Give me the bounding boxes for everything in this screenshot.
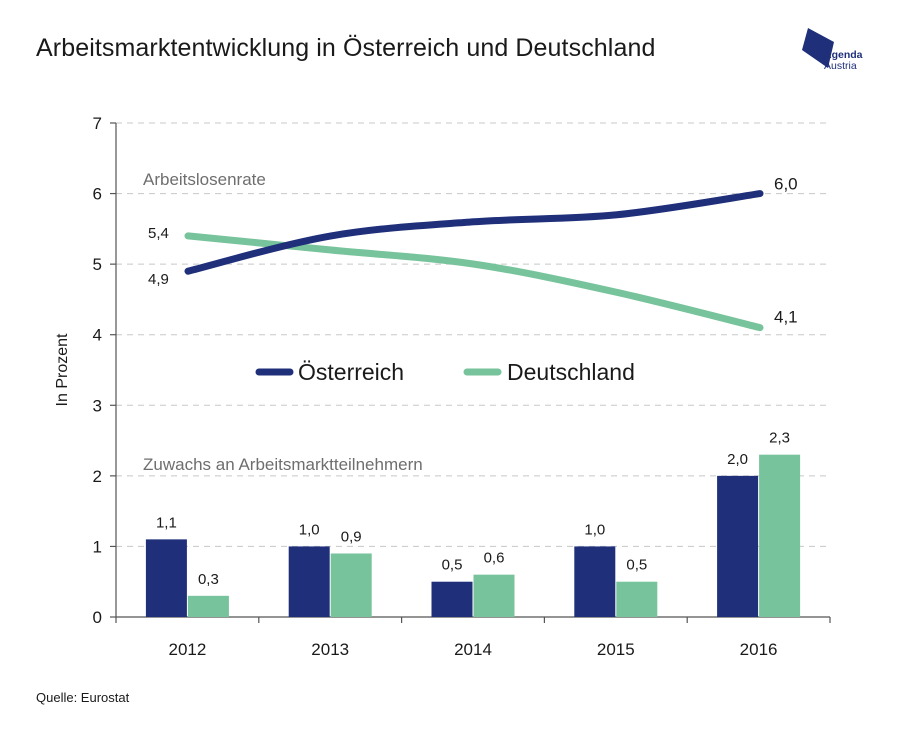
y-tick-label: 7 (93, 114, 102, 133)
line-start-label-oesterreich: 4,9 (148, 271, 169, 288)
legend-label-deutschland: Deutschland (507, 359, 635, 385)
bar-value-label: 1,1 (156, 514, 177, 531)
bar-panel-label: Zuwachs an Arbeitsmarktteilnehmern (143, 455, 423, 474)
axes: 0 1 2 3 4 5 6 7 2012 2013 2014 2015 2016 In Prozent (54, 114, 831, 659)
line-panel-label: Arbeitslosenrate (143, 170, 266, 189)
y-tick-label: 6 (93, 185, 102, 204)
bar-series (145, 454, 801, 617)
bar-deutschland (330, 553, 372, 617)
line-oesterreich (184, 190, 764, 275)
logo-mark-icon (802, 28, 834, 68)
y-tick-label: 0 (93, 608, 102, 627)
bar-deutschland (616, 581, 658, 617)
line-series (184, 190, 764, 332)
x-tick-label: 2015 (597, 640, 635, 659)
bar-oesterreich (717, 475, 759, 617)
chart-title: Arbeitsmarktentwicklung in Österreich un… (36, 34, 656, 62)
source-note: Quelle: Eurostat (36, 690, 130, 705)
line-end-label-oesterreich: 6,0 (774, 175, 798, 194)
y-tick-label: 5 (93, 255, 102, 274)
legend-label-oesterreich: Österreich (298, 359, 404, 385)
x-tick-label: 2012 (168, 640, 206, 659)
x-tick-label: 2014 (454, 640, 492, 659)
bar-value-label: 0,6 (484, 550, 505, 567)
line-start-label-deutschland: 5,4 (148, 225, 169, 242)
bar-deutschland (473, 574, 515, 617)
chart-area: 0 1 2 3 4 5 6 7 2012 2013 2014 2015 2016 In Prozent A… (54, 114, 831, 659)
y-axis-label: In Prozent (54, 333, 71, 406)
y-tick-label: 4 (93, 326, 102, 345)
bar-oesterreich (145, 539, 187, 617)
agenda-austria-logo: Agenda Austria (800, 28, 870, 78)
bar-oesterreich (288, 546, 330, 617)
logo-line1: Agenda (824, 49, 863, 61)
bar-value-label: 0,5 (442, 557, 463, 574)
x-tick-label: 2016 (740, 640, 778, 659)
data-labels: Arbeitslosenrate Zuwachs an Arbeitsmarktt… (143, 170, 798, 588)
bar-value-label: 2,3 (769, 430, 790, 447)
bar-value-label: 0,3 (198, 571, 219, 588)
bar-value-label: 1,0 (584, 521, 605, 538)
y-tick-label: 2 (93, 467, 102, 486)
y-tick-label: 1 (93, 537, 102, 556)
y-tick-label: 3 (93, 396, 102, 415)
bar-oesterreich (574, 546, 616, 617)
logo-line2: Austria (824, 60, 857, 72)
bar-oesterreich (431, 581, 473, 617)
x-tick-label: 2013 (311, 640, 349, 659)
line-end-label-deutschland: 4,1 (774, 308, 798, 327)
legend: Österreich Deutschland (255, 359, 635, 385)
bar-deutschland (187, 595, 229, 617)
bar-value-label: 0,9 (341, 528, 362, 545)
bar-value-label: 1,0 (299, 521, 320, 538)
bar-value-label: 2,0 (727, 451, 748, 468)
bar-deutschland (759, 454, 801, 617)
bar-value-label: 0,5 (626, 557, 647, 574)
